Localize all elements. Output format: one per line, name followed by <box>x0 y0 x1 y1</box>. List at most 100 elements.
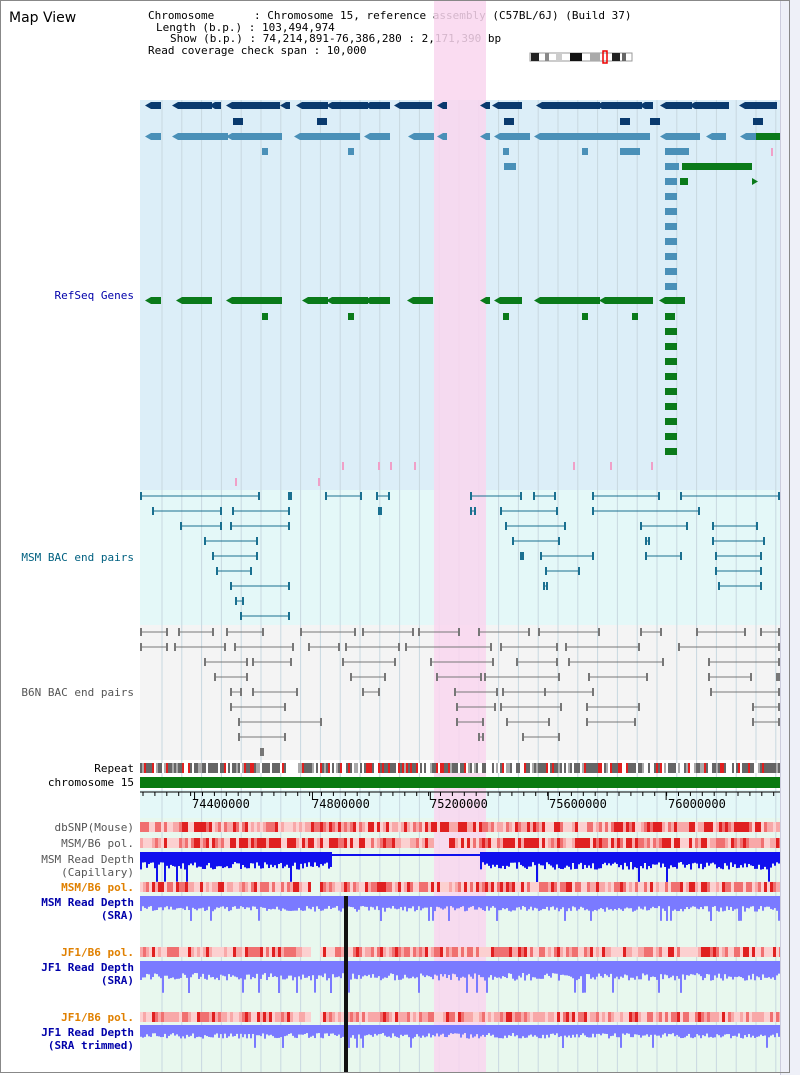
depth-bar <box>708 896 710 912</box>
label-jf1-depth-trimmed[interactable]: JF1 Read Depth (SRA trimmed) <box>41 1026 134 1052</box>
depth-bar <box>662 896 664 909</box>
repeat-element <box>614 763 616 773</box>
depth-bar <box>530 852 532 867</box>
label-jf1-b6-pol-1[interactable]: JF1/B6 pol. <box>61 946 134 959</box>
depth-bar <box>580 852 582 863</box>
heat-cell <box>296 1012 299 1022</box>
vertical-scrollbar[interactable] <box>780 0 800 1075</box>
highlight-region[interactable] <box>434 0 486 1073</box>
heat-cell <box>554 882 557 892</box>
depth-bar <box>444 1025 446 1038</box>
label-msm-depth-capillary[interactable]: MSM Read Depth (Capillary) <box>41 853 134 879</box>
heat-cell <box>605 822 608 832</box>
depth-bar <box>294 961 296 978</box>
msm-bac-pair-end <box>712 537 714 545</box>
label-refseq-genes[interactable]: RefSeq Genes <box>54 289 134 302</box>
depth-bar <box>528 1025 530 1036</box>
label-repeat[interactable]: Repeat <box>94 762 134 775</box>
heat-cell <box>515 822 518 832</box>
gene-feature <box>582 313 588 320</box>
heat-cell <box>179 947 182 957</box>
repeat-element <box>220 763 222 773</box>
depth-bar <box>776 1025 778 1034</box>
depth-bar <box>322 1025 324 1039</box>
depth-bar <box>370 854 372 856</box>
heat-cell <box>773 947 776 957</box>
gene-feature <box>753 118 763 125</box>
repeat-element <box>706 763 708 773</box>
heat-cell <box>671 822 674 832</box>
heat-cell <box>509 947 512 957</box>
heat-cell <box>485 838 488 848</box>
heat-cell <box>656 838 659 848</box>
depth-bar <box>250 961 252 980</box>
depth-bar <box>292 1025 294 1036</box>
depth-bar <box>464 1025 466 1034</box>
heat-cell <box>716 838 719 848</box>
gene-feature <box>665 388 677 395</box>
b6n-bac-pairs[interactable] <box>140 628 780 756</box>
heat-cell <box>605 882 608 892</box>
label-msm-b6-pol-2[interactable]: MSM/B6 pol. <box>61 881 134 894</box>
axis-tick-label: 74400000 <box>192 797 250 811</box>
depth-bar <box>670 961 672 978</box>
heat-cell <box>158 822 161 832</box>
heat-cell <box>284 838 287 848</box>
label-jf1-depth-sra[interactable]: JF1 Read Depth (SRA) <box>41 961 134 987</box>
heat-cell <box>383 882 386 892</box>
b6n-bac-pair-end <box>418 628 420 636</box>
b6n-bac-pair-end <box>490 643 492 651</box>
depth-bar <box>770 1025 772 1036</box>
depth-bar <box>430 854 432 856</box>
heat-cell <box>506 838 509 848</box>
heat-cell <box>677 822 680 832</box>
depth-bar <box>228 896 230 912</box>
label-msm-b6-pol-1[interactable]: MSM/B6 pol. <box>61 837 134 850</box>
heat-cell <box>635 882 638 892</box>
heat-cell <box>350 882 353 892</box>
heat-cell <box>380 882 383 892</box>
repeat-element <box>558 763 560 773</box>
label-b6n-bac[interactable]: B6N BAC end pairs <box>21 686 134 699</box>
heat-cell <box>209 882 212 892</box>
refseq-gene-features[interactable] <box>145 102 780 486</box>
heat-cell <box>308 1012 311 1022</box>
depth-bar <box>196 1025 198 1038</box>
heat-cell <box>551 822 554 832</box>
depth-bar <box>242 1025 244 1038</box>
heat-cell <box>389 947 392 957</box>
label-msm-bac[interactable]: MSM BAC end pairs <box>21 551 134 564</box>
depth-bar <box>420 854 422 856</box>
heat-cell <box>446 1012 449 1022</box>
heat-cell <box>296 947 299 957</box>
depth-bar <box>458 961 460 981</box>
msm-bac-pairs[interactable] <box>140 492 780 620</box>
gene-feature <box>665 373 677 380</box>
depth-bar <box>536 1025 538 1037</box>
label-dbsnp[interactable]: dbSNP(Mouse) <box>54 821 134 834</box>
repeat-element <box>562 763 564 773</box>
label-msm-depth-sra[interactable]: MSM Read Depth (SRA) <box>41 896 134 922</box>
depth-bar <box>292 896 294 911</box>
heat-cell <box>653 1012 656 1022</box>
depth-bar <box>154 961 156 974</box>
chromosome-ideogram[interactable] <box>529 50 633 64</box>
depth-bar <box>506 896 508 909</box>
repeat-element <box>178 763 180 773</box>
depth-bar <box>178 961 180 979</box>
label-jf1-b6-pol-2[interactable]: JF1/B6 pol. <box>61 1011 134 1024</box>
repeat-element <box>280 763 282 773</box>
depth-bar <box>428 1025 430 1034</box>
depth-bar <box>430 1025 432 1038</box>
heat-cell <box>401 838 404 848</box>
heat-cell <box>203 882 206 892</box>
heat-cell <box>686 822 689 832</box>
b6n-bac-pair-end <box>646 673 648 681</box>
depth-bar <box>728 1025 730 1035</box>
depth-bar <box>576 1025 578 1035</box>
heat-cell <box>626 1012 629 1022</box>
heat-cell <box>368 947 371 957</box>
depth-bar <box>458 854 460 856</box>
depth-bar <box>230 1025 232 1034</box>
